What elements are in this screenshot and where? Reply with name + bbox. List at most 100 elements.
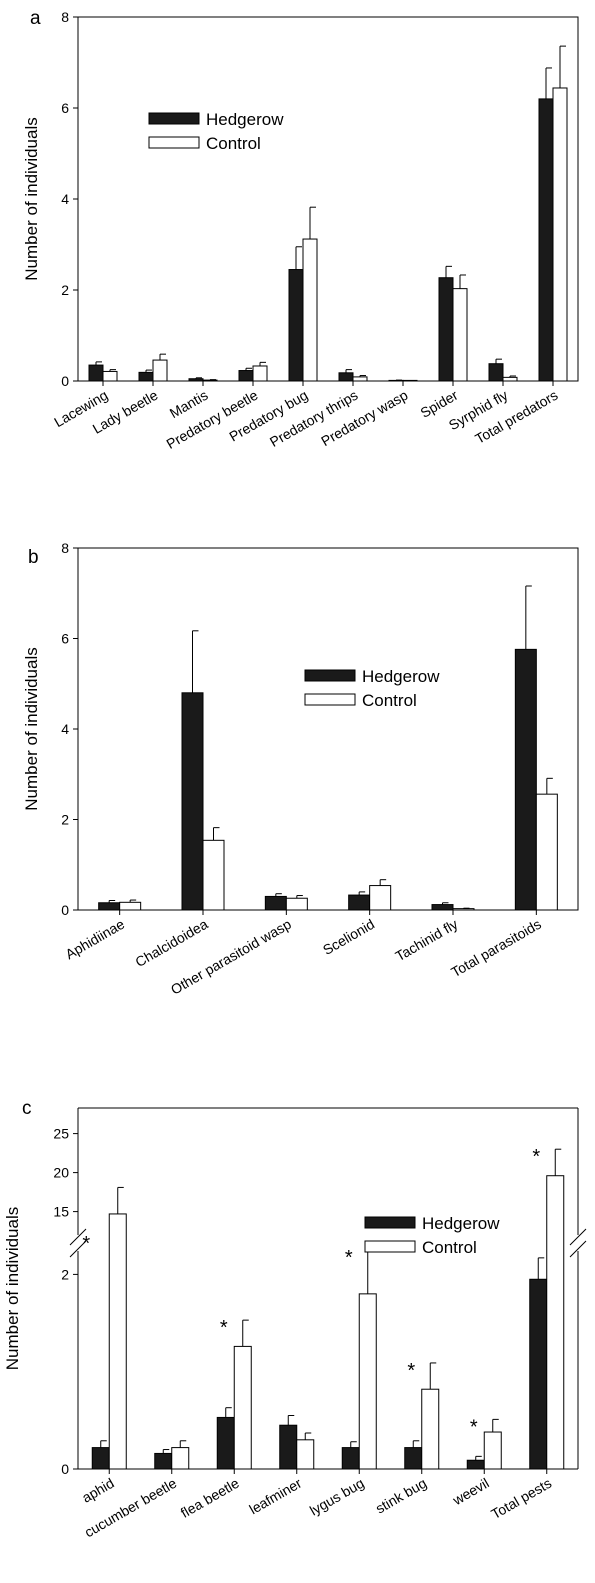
x-tick-label-total-parasitoids: Total parasitoids xyxy=(448,916,544,980)
legend-label-control: Control xyxy=(206,134,261,153)
bar-hedgerow-syrphid-fly xyxy=(488,363,504,382)
x-tick-label-chalcidoidea: Chalcidoidea xyxy=(132,916,210,970)
plot-frame xyxy=(77,547,579,911)
y-tick-label: 0 xyxy=(61,1461,69,1477)
bar-control-leafminer xyxy=(296,1439,315,1470)
bar-hedgerow-predatory-beetle xyxy=(238,370,254,382)
bar-control-weevil xyxy=(483,1431,502,1470)
bar-control-aphid xyxy=(108,1213,127,1470)
significance-marker: * xyxy=(407,1360,415,1382)
significance-marker: * xyxy=(345,1247,353,1269)
y-tick-label: 2 xyxy=(61,812,69,828)
y-tick-label: 4 xyxy=(61,191,69,207)
bar-control-predatory-bug xyxy=(302,238,318,382)
bar-hedgerow-scelionid xyxy=(348,894,371,911)
y-axis-title: Number of individuals xyxy=(22,117,41,280)
significance-marker: * xyxy=(220,1317,228,1339)
bar-control-scelionid xyxy=(369,885,392,911)
bar-control-chalcidoidea xyxy=(202,839,225,911)
bar-hedgerow-mantis xyxy=(188,378,204,382)
x-tick-label-lygus-bug: lygus bug xyxy=(307,1475,367,1519)
legend-swatch-hedgerow xyxy=(304,669,356,682)
x-tick-label-tachinid-fly: Tachinid fly xyxy=(393,916,461,964)
panel-label: a xyxy=(30,8,41,29)
axis-break-mark-0-upper xyxy=(69,1228,87,1246)
bar-control-predatory-thrips xyxy=(352,376,368,382)
bar-control-flea-beetle xyxy=(233,1345,252,1470)
y-tick-label: 4 xyxy=(61,721,69,737)
y-tick-label: 2 xyxy=(61,1266,69,1282)
bar-control-stink-bug xyxy=(421,1388,440,1470)
legend-label-hedgerow: Hedgerow xyxy=(206,110,284,129)
legend-swatch-hedgerow xyxy=(364,1216,416,1229)
panel-label: c xyxy=(22,1098,32,1119)
bar-control-lygus-bug xyxy=(358,1293,377,1470)
legend-label-control: Control xyxy=(362,691,417,710)
bar-hedgerow-total-pests xyxy=(529,1278,548,1470)
bar-control-mantis xyxy=(202,379,218,382)
x-tick-label-stink-bug: stink bug xyxy=(373,1475,430,1517)
bar-hedgerow-predatory-bug xyxy=(288,269,304,382)
y-tick-label: 0 xyxy=(61,373,69,389)
y-tick-label: 8 xyxy=(61,540,69,556)
bar-hedgerow-flea-beetle xyxy=(216,1416,235,1470)
x-tick-label-weevil: weevil xyxy=(449,1475,492,1509)
bar-control-other-parasitoid-wasp xyxy=(285,897,308,911)
y-tick-label: 0 xyxy=(61,902,69,918)
panel-label: b xyxy=(28,547,39,568)
legend-label-control: Control xyxy=(422,1238,477,1257)
bar-hedgerow-stink-bug xyxy=(404,1447,423,1470)
bar-hedgerow-aphid xyxy=(91,1447,110,1470)
bar-control-total-predators xyxy=(552,87,568,382)
y-tick-label: 25 xyxy=(53,1126,69,1142)
legend-swatch-hedgerow xyxy=(148,112,200,125)
x-tick-label-predatory-wasp: Predatory wasp xyxy=(318,387,410,450)
x-tick-label-aphid: aphid xyxy=(79,1475,117,1506)
bar-control-aphidiinae xyxy=(119,901,142,911)
y-tick-label: 20 xyxy=(53,1165,69,1181)
legend-label-hedgerow: Hedgerow xyxy=(422,1214,500,1233)
legend-swatch-control xyxy=(304,693,356,706)
x-tick-label-aphidiinae: Aphidiinae xyxy=(63,916,128,963)
bar-hedgerow-lacewing xyxy=(88,364,104,382)
bar-hedgerow-tachinid-fly xyxy=(431,904,454,911)
y-axis-title: Number of individuals xyxy=(22,647,41,810)
x-tick-label-leafminer: leafminer xyxy=(246,1475,304,1518)
bar-control-spider xyxy=(452,288,468,382)
bar-hedgerow-weevil xyxy=(466,1459,485,1470)
bar-control-predatory-beetle xyxy=(252,365,268,382)
bar-control-cucumber-beetle xyxy=(171,1447,190,1470)
legend-swatch-control xyxy=(364,1240,416,1253)
axis-break-mark-0-lower xyxy=(69,1240,87,1258)
bar-hedgerow-total-predators xyxy=(538,98,554,382)
bar-hedgerow-aphidiinae xyxy=(98,902,121,911)
bar-control-lacewing xyxy=(102,370,118,382)
y-tick-label: 6 xyxy=(61,631,69,647)
y-tick-label: 8 xyxy=(61,9,69,25)
bar-hedgerow-lygus-bug xyxy=(341,1447,360,1470)
significance-marker: * xyxy=(82,1233,90,1255)
panel-b-parasitoids-chart: 0 2 4 6 8 Number of individuals b Aphidiinae Cha… xyxy=(22,540,579,998)
bar-hedgerow-predatory-thrips xyxy=(338,372,354,382)
bar-hedgerow-total-parasitoids xyxy=(514,648,537,911)
axis-break-mark-1-upper xyxy=(569,1228,587,1246)
bar-control-total-pests xyxy=(546,1175,565,1470)
bar-hedgerow-lady-beetle xyxy=(138,371,154,382)
bar-hedgerow-cucumber-beetle xyxy=(154,1452,173,1470)
legend-label-hedgerow: Hedgerow xyxy=(362,667,440,686)
bar-control-total-parasitoids xyxy=(535,793,558,911)
y-axis-title: Number of individuals xyxy=(3,1207,22,1370)
x-tick-label-flea-beetle: flea beetle xyxy=(178,1475,242,1521)
bar-hedgerow-spider xyxy=(438,277,454,382)
bar-hedgerow-other-parasitoid-wasp xyxy=(264,895,287,911)
significance-marker: * xyxy=(470,1416,478,1438)
bar-hedgerow-leafminer xyxy=(279,1424,298,1470)
axis-break-mark-1-lower xyxy=(569,1240,587,1258)
legend-swatch-control xyxy=(148,136,200,149)
significance-marker: * xyxy=(532,1146,540,1168)
bar-control-predatory-wasp xyxy=(402,379,418,382)
y-tick-label: 15 xyxy=(53,1204,69,1220)
